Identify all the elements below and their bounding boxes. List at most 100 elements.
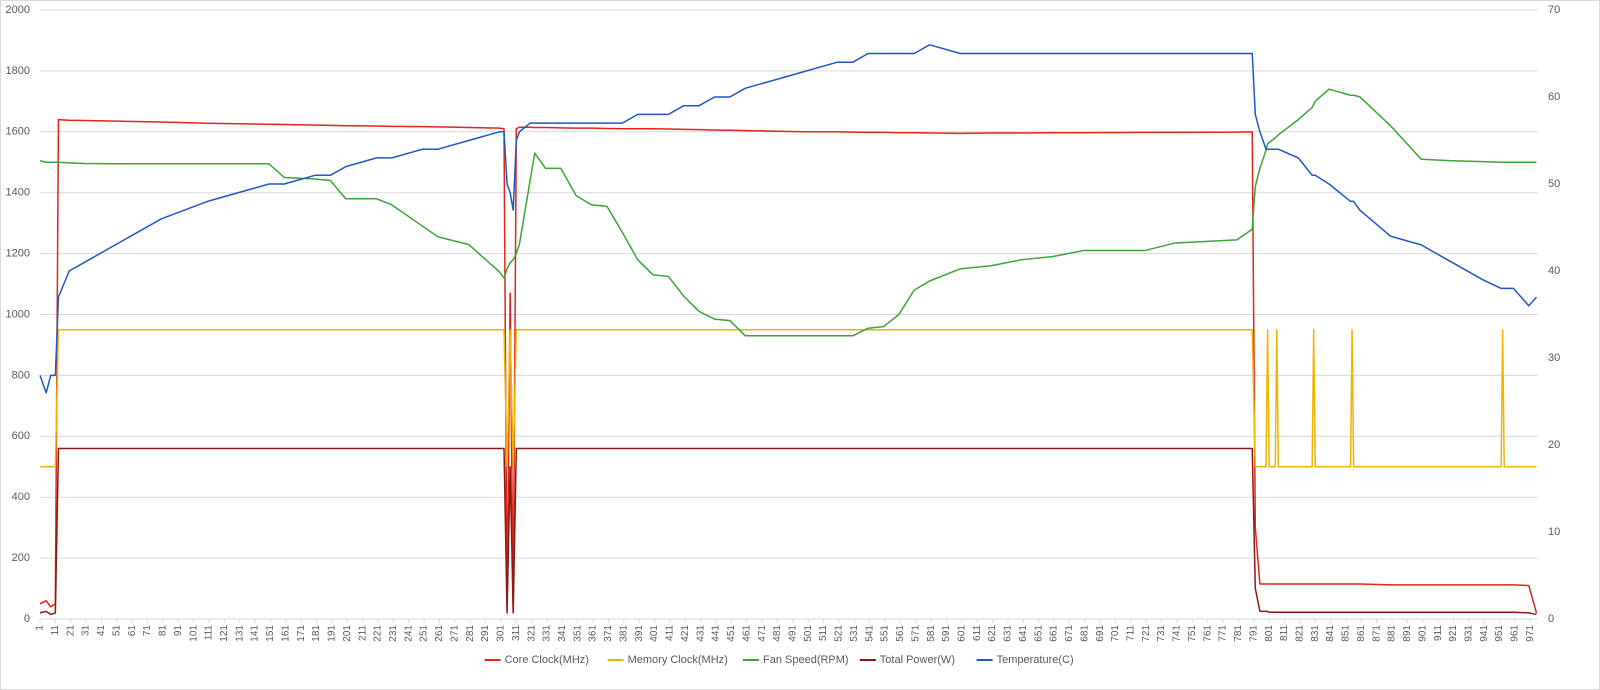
x-tick-label: 331 [542,625,553,642]
x-tick-label: 431 [695,625,706,642]
x-tick-label: 561 [895,625,906,642]
x-tick-label: 381 [618,625,629,642]
series-line [39,44,1538,394]
x-tick-label: 1 [35,625,46,631]
x-tick-label: 481 [772,625,783,642]
x-tick-label: 531 [849,625,860,642]
x-tick-label: 851 [1341,625,1352,642]
y-tick-label: 1200 [6,248,30,260]
series-line [39,88,1537,337]
y2-tick-label: 10 [1548,526,1560,538]
x-tick-label: 11 [50,625,61,636]
x-tick-label: 521 [834,625,845,642]
legend-label: Core Clock(MHz) [505,654,589,666]
x-tick-label: 71 [142,625,153,637]
x-tick-label: 731 [1156,625,1167,642]
y2-tick-label: 0 [1548,613,1554,625]
x-tick-label: 871 [1371,625,1382,642]
x-tick-label: 591 [941,625,952,642]
x-tick-label: 241 [403,625,414,642]
x-tick-label: 681 [1079,625,1090,642]
x-tick-label: 941 [1479,625,1490,642]
x-tick-label: 831 [1310,625,1321,642]
x-tick-label: 321 [526,625,537,642]
y2-tick-label: 40 [1548,265,1560,277]
x-tick-label: 911 [1433,625,1444,641]
x-tick-label: 401 [649,625,660,642]
legend-label: Total Power(W) [880,654,955,666]
y-tick-label: 2000 [6,4,30,16]
x-tick-label: 621 [987,625,998,642]
y-tick-label: 1000 [6,308,30,320]
x-tick-label: 221 [373,625,384,642]
x-tick-label: 801 [1264,625,1275,642]
x-tick-label: 841 [1325,625,1336,642]
x-tick-label: 861 [1356,625,1367,642]
x-tick-label: 701 [1110,625,1121,642]
x-tick-label: 301 [496,625,507,642]
x-tick-label: 41 [96,625,107,637]
x-tick-label: 501 [803,625,814,642]
x-tick-label: 361 [588,625,599,642]
x-tick-label: 371 [603,625,614,642]
x-tick-label: 171 [296,625,307,642]
y2-tick-label: 60 [1548,91,1560,103]
x-tick-label: 551 [880,625,891,642]
y-tick-label: 600 [12,430,30,442]
x-tick-label: 791 [1248,625,1259,642]
x-tick-label: 111 [204,625,215,641]
x-tick-label: 641 [1018,625,1029,642]
x-tick-label: 151 [265,625,276,642]
series-line [39,118,1538,614]
y2-tick-label: 70 [1548,4,1560,16]
x-tick-label: 671 [1064,625,1075,642]
x-tick-label: 581 [926,625,937,642]
x-tick-label: 931 [1464,625,1475,642]
y-tick-label: 0 [24,613,30,625]
y-tick-label: 1600 [6,126,30,138]
x-tick-label: 691 [1095,625,1106,642]
x-tick-label: 181 [311,625,322,642]
x-tick-label: 131 [234,625,245,642]
x-tick-label: 881 [1387,625,1398,642]
x-tick-label: 821 [1294,625,1305,642]
x-tick-label: 721 [1141,625,1152,642]
x-tick-label: 281 [465,625,476,642]
x-tick-label: 61 [127,625,138,637]
x-tick-label: 661 [1049,625,1060,642]
x-tick-label: 601 [956,625,967,642]
y-tick-label: 1800 [6,65,30,77]
y-tick-label: 1400 [6,187,30,199]
x-tick-label: 741 [1172,625,1183,642]
x-tick-label: 271 [449,625,460,642]
x-tick-label: 201 [342,625,353,642]
x-tick-label: 901 [1417,625,1428,642]
x-tick-label: 961 [1510,625,1521,642]
legend-label: Fan Speed(RPM) [763,654,849,666]
x-tick-label: 51 [111,625,122,637]
x-tick-label: 231 [388,625,399,642]
x-tick-label: 391 [634,625,645,642]
x-tick-label: 491 [787,625,798,642]
x-tick-label: 81 [158,625,169,637]
x-tick-label: 161 [280,625,291,642]
x-tick-label: 451 [726,625,737,642]
y2-tick-label: 50 [1548,178,1560,190]
x-tick-label: 781 [1233,625,1244,642]
x-tick-label: 891 [1402,625,1413,642]
x-tick-label: 751 [1187,625,1198,642]
x-tick-label: 471 [757,625,768,642]
x-tick-label: 191 [327,625,338,642]
series-line [40,328,1537,468]
x-tick-label: 141 [250,625,261,642]
x-tick-label: 811 [1279,625,1290,641]
x-tick-label: 631 [1003,625,1014,642]
y2-tick-label: 20 [1548,439,1560,451]
legend-label: Temperature(C) [997,654,1074,666]
x-tick-label: 291 [480,625,491,642]
x-tick-label: 761 [1202,625,1213,642]
x-tick-label: 771 [1218,625,1229,642]
x-tick-label: 101 [188,625,199,642]
x-tick-label: 421 [680,625,691,642]
